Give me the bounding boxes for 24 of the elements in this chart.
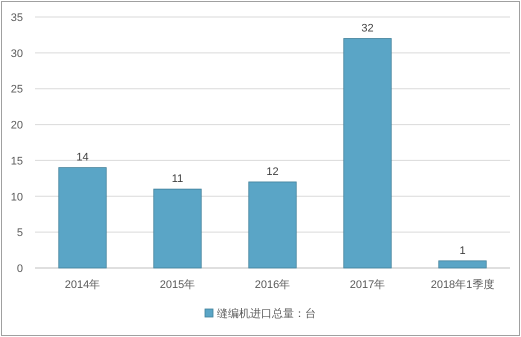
data-label: 14 [76, 152, 89, 164]
bar [248, 182, 297, 268]
bar [438, 260, 487, 268]
legend-label: 缝编机进口总量：台 [217, 307, 316, 320]
x-tick-label: 2015年 [160, 279, 196, 291]
y-tick-label: 10 [10, 191, 23, 204]
x-tick-label: 2018年1季度 [430, 278, 494, 291]
y-tick-label: 15 [10, 155, 23, 168]
data-label: 1 [459, 244, 466, 257]
y-tick-label: 20 [10, 120, 23, 132]
x-tick-label: 2016年 [254, 279, 290, 291]
y-tick-label: 0 [16, 263, 23, 275]
x-tick-label: 2017年 [350, 279, 386, 291]
bar [153, 188, 202, 268]
x-tick-label: 2014年 [64, 279, 100, 291]
y-tick-label: 35 [10, 12, 23, 24]
y-tick-label: 25 [10, 84, 23, 96]
y-tick-label: 30 [10, 48, 23, 60]
data-label: 32 [361, 22, 374, 35]
bar [343, 38, 392, 268]
data-label: 11 [172, 173, 184, 186]
data-label: 12 [266, 166, 279, 178]
bar [58, 167, 107, 268]
y-tick-label: 5 [16, 227, 23, 240]
